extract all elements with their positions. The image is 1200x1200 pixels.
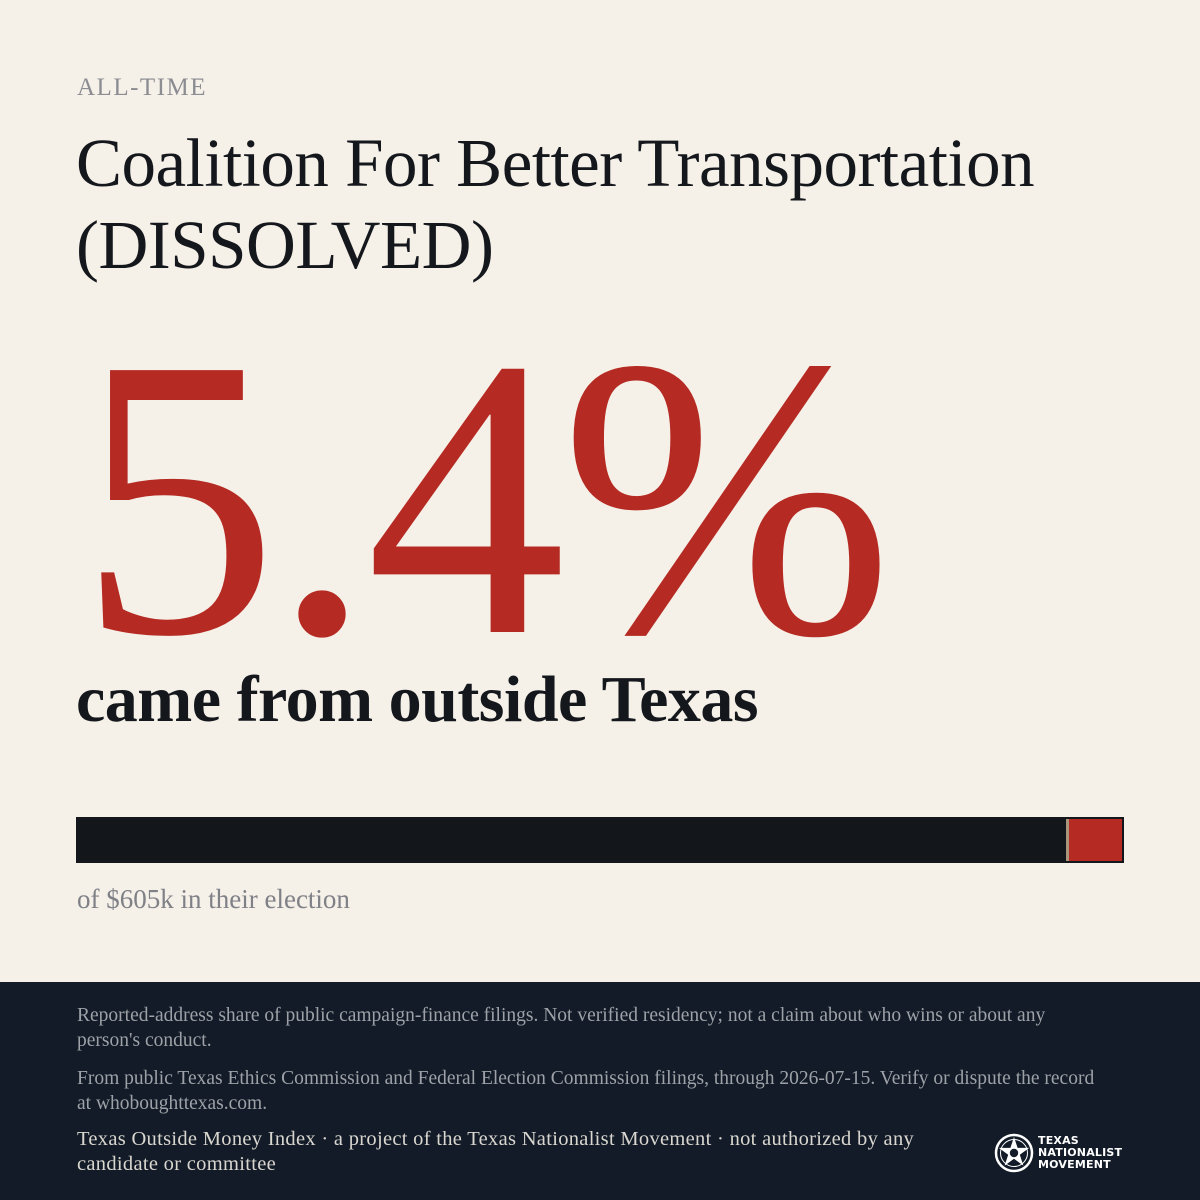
tnm-logo-wordmark: TEXAS NATIONALIST MOVEMENT	[1038, 1135, 1122, 1171]
source-note: From public Texas Ethics Commission and …	[77, 1068, 1095, 1114]
methodology-disclaimer: Reported-address share of public campaig…	[77, 1005, 1046, 1051]
outside-percent-figure: 5.4%	[78, 276, 893, 719]
logo-line-movement: MOVEMENT	[1038, 1158, 1111, 1171]
outside-share-fill	[1065, 819, 1122, 861]
logo-line-texas: TEXAS	[1038, 1134, 1079, 1147]
outside-texas-subline: came from outside Texas	[76, 663, 759, 736]
share-bar	[76, 817, 1124, 863]
tnm-logo: TEXAS NATIONALIST MOVEMENT	[994, 1132, 1124, 1174]
total-raised-caption: of $605k in their election	[77, 884, 350, 914]
eyebrow-label: ALL-TIME	[77, 74, 208, 101]
logo-line-nationalist: NATIONALIST	[1038, 1146, 1123, 1159]
project-credit: Texas Outside Money Index · a project of…	[77, 1128, 915, 1175]
tnm-star-seal-icon	[994, 1133, 1034, 1173]
committee-title: Coalition For Better Transportation (DIS…	[76, 125, 1035, 283]
